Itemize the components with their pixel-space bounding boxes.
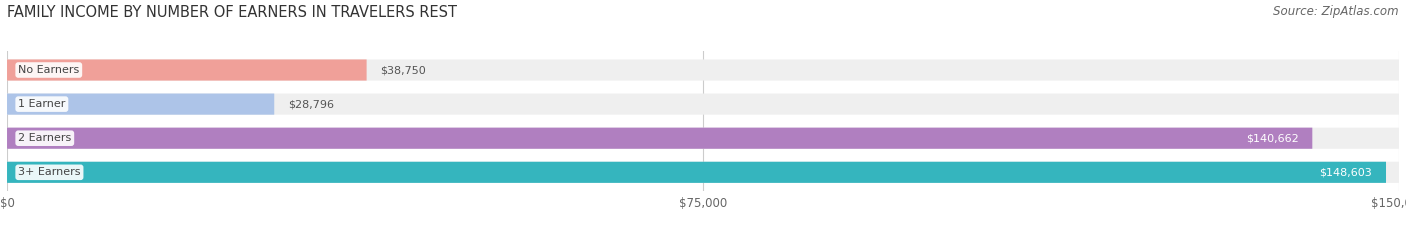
Text: $38,750: $38,750 — [381, 65, 426, 75]
FancyBboxPatch shape — [7, 128, 1312, 149]
FancyBboxPatch shape — [7, 162, 1399, 183]
Text: 2 Earners: 2 Earners — [18, 133, 72, 143]
FancyBboxPatch shape — [7, 93, 274, 115]
Text: 1 Earner: 1 Earner — [18, 99, 66, 109]
FancyBboxPatch shape — [7, 162, 1386, 183]
FancyBboxPatch shape — [7, 59, 1399, 81]
Text: No Earners: No Earners — [18, 65, 79, 75]
Text: 3+ Earners: 3+ Earners — [18, 167, 80, 177]
FancyBboxPatch shape — [7, 128, 1399, 149]
Text: $148,603: $148,603 — [1319, 167, 1372, 177]
Text: $28,796: $28,796 — [288, 99, 335, 109]
FancyBboxPatch shape — [7, 93, 1399, 115]
Text: $140,662: $140,662 — [1246, 133, 1298, 143]
Text: Source: ZipAtlas.com: Source: ZipAtlas.com — [1274, 5, 1399, 18]
Text: FAMILY INCOME BY NUMBER OF EARNERS IN TRAVELERS REST: FAMILY INCOME BY NUMBER OF EARNERS IN TR… — [7, 5, 457, 20]
FancyBboxPatch shape — [7, 59, 367, 81]
